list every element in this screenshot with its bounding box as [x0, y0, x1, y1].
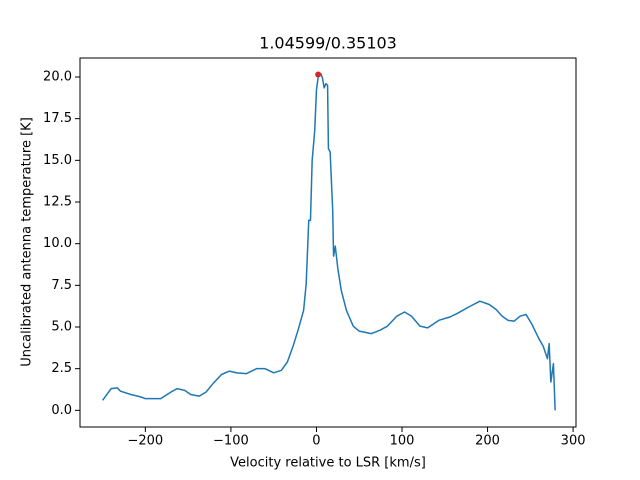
peak-marker [315, 71, 322, 78]
chart-title: 1.04599/0.35103 [259, 34, 397, 53]
plot-frame [79, 57, 577, 428]
x-tick-label: −100 [213, 434, 249, 449]
y-tick-label: 2.5 [51, 361, 72, 376]
y-tick-label: 20.0 [43, 70, 72, 85]
y-tick-label: 15.0 [43, 153, 72, 168]
x-tick-label: 0 [312, 434, 320, 449]
y-tick-label: 17.5 [43, 111, 72, 126]
y-tick-label: 12.5 [43, 195, 72, 210]
y-tick-label: 7.5 [51, 278, 72, 293]
data-line [101, 72, 556, 411]
y-axis-label: Uncalibrated antenna temperature [K] [20, 117, 35, 367]
y-tick-label: 5.0 [51, 320, 72, 335]
x-axis-label: Velocity relative to LSR [km/s] [230, 456, 426, 471]
x-tick-label: 100 [390, 434, 415, 449]
x-tick-label: 300 [561, 434, 586, 449]
x-tick-label: −200 [127, 434, 163, 449]
x-tick-label: 200 [475, 434, 500, 449]
y-tick-label: 0.0 [51, 403, 72, 418]
y-tick-label: 10.0 [43, 236, 72, 251]
